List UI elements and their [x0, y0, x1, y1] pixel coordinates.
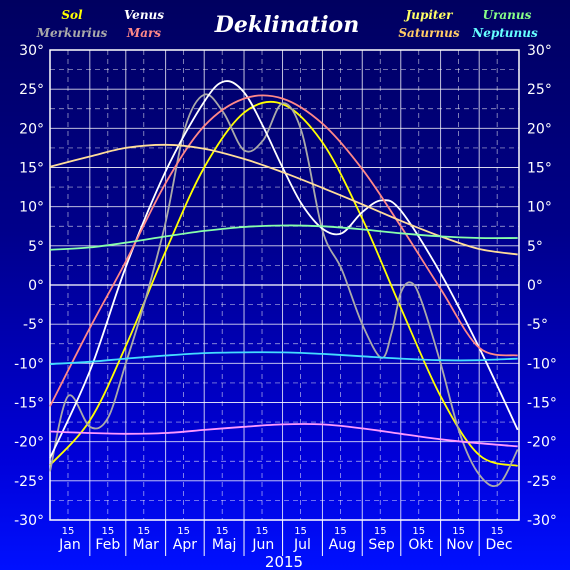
y-tick-label-right: 5°: [527, 239, 543, 255]
series-line-uranus: [49, 224, 518, 251]
y-tick-label-right: 30°: [527, 43, 552, 59]
month-label: Feb: [95, 537, 120, 553]
mid-month-tick-label: 15: [216, 526, 229, 537]
y-tick-label-left: 20°: [19, 121, 44, 137]
grid: [49, 49, 520, 521]
legend-entry-neptunus: Neptunus: [471, 26, 538, 40]
y-tick-label-left: -30°: [14, 513, 44, 529]
mid-month-tick-label: 15: [62, 526, 75, 537]
mid-month-tick-label: 15: [101, 526, 114, 537]
series-line-mars: [49, 94, 518, 407]
month-label: Maj: [212, 537, 237, 553]
y-tick-label-right: -30°: [527, 513, 557, 529]
y-tick-label-left: 30°: [19, 43, 44, 59]
mid-month-tick-label: 15: [491, 526, 504, 537]
y-tick-label-left: -20°: [14, 435, 44, 451]
y-tick-label-left: 5°: [28, 239, 44, 255]
y-tick-label-right: -10°: [527, 356, 557, 372]
y-tick-label-left: -25°: [14, 474, 44, 490]
mid-month-tick-label: 15: [294, 526, 307, 537]
month-label: Apr: [173, 537, 197, 553]
legend-entry-mars: Mars: [126, 26, 161, 40]
y-tick-label-right: -20°: [527, 435, 557, 451]
mid-month-tick-label: 15: [374, 526, 387, 537]
y-tick-label-left: -15°: [14, 396, 44, 412]
series-line-neptunus: [49, 351, 518, 365]
legend: Sol Merkurius Venus Mars Jupiter Uranus Saturn…: [36, 8, 538, 40]
y-tick-label-right: -25°: [527, 474, 557, 490]
month-label: Aug: [329, 537, 356, 553]
month-label: Mar: [133, 537, 160, 553]
series-line-saturnus: [49, 423, 518, 448]
y-tick-label-left: 10°: [19, 200, 44, 216]
y-tick-label-right: 15°: [527, 161, 552, 177]
x-axis-label: 2015: [265, 553, 303, 570]
y-tick-label-right: 25°: [527, 82, 552, 98]
month-label: Sep: [368, 537, 395, 553]
month-label: Jan: [58, 537, 81, 553]
month-label: Jun: [251, 537, 274, 553]
series-layer: [49, 80, 519, 488]
chart-title: Deklination: [214, 12, 359, 38]
series-line-jupiter: [49, 143, 518, 256]
legend-entry-merkurius: Merkurius: [36, 26, 108, 40]
y-tick-label-right: 10°: [527, 200, 552, 216]
legend-entry-jupiter: Jupiter: [404, 8, 455, 22]
month-label: Jul: [293, 537, 311, 553]
legend-entry-venus: Venus: [124, 8, 164, 22]
axes: 15Jan15Feb15Mar15Apr15Maj15Jun15Jul15Aug…: [14, 43, 557, 556]
legend-entry-saturnus: Saturnus: [398, 26, 459, 40]
month-label: Okt: [408, 537, 433, 553]
mid-month-tick-label: 15: [256, 526, 269, 537]
y-tick-label-left: 0°: [28, 278, 44, 294]
y-tick-label-left: -10°: [14, 356, 44, 372]
y-tick-label-left: -5°: [23, 317, 44, 333]
series-line-venus: [49, 80, 519, 459]
y-tick-label-left: 25°: [19, 82, 44, 98]
month-label: Dec: [486, 537, 513, 553]
mid-month-tick-label: 15: [177, 526, 190, 537]
y-tick-label-right: 0°: [527, 278, 543, 294]
mid-month-tick-label: 15: [452, 526, 465, 537]
legend-entry-sol: Sol: [61, 8, 83, 22]
mid-month-tick-label: 15: [137, 526, 150, 537]
series-line-merkurius: [49, 93, 519, 488]
mid-month-tick-label: 15: [334, 526, 347, 537]
mid-month-tick-label: 15: [412, 526, 425, 537]
y-tick-label-right: -5°: [527, 317, 548, 333]
legend-entry-uranus: Uranus: [483, 8, 532, 22]
y-tick-label-right: -15°: [527, 396, 557, 412]
y-tick-label-right: 20°: [527, 121, 552, 137]
y-tick-label-left: 15°: [19, 161, 44, 177]
month-label: Nov: [446, 537, 473, 553]
